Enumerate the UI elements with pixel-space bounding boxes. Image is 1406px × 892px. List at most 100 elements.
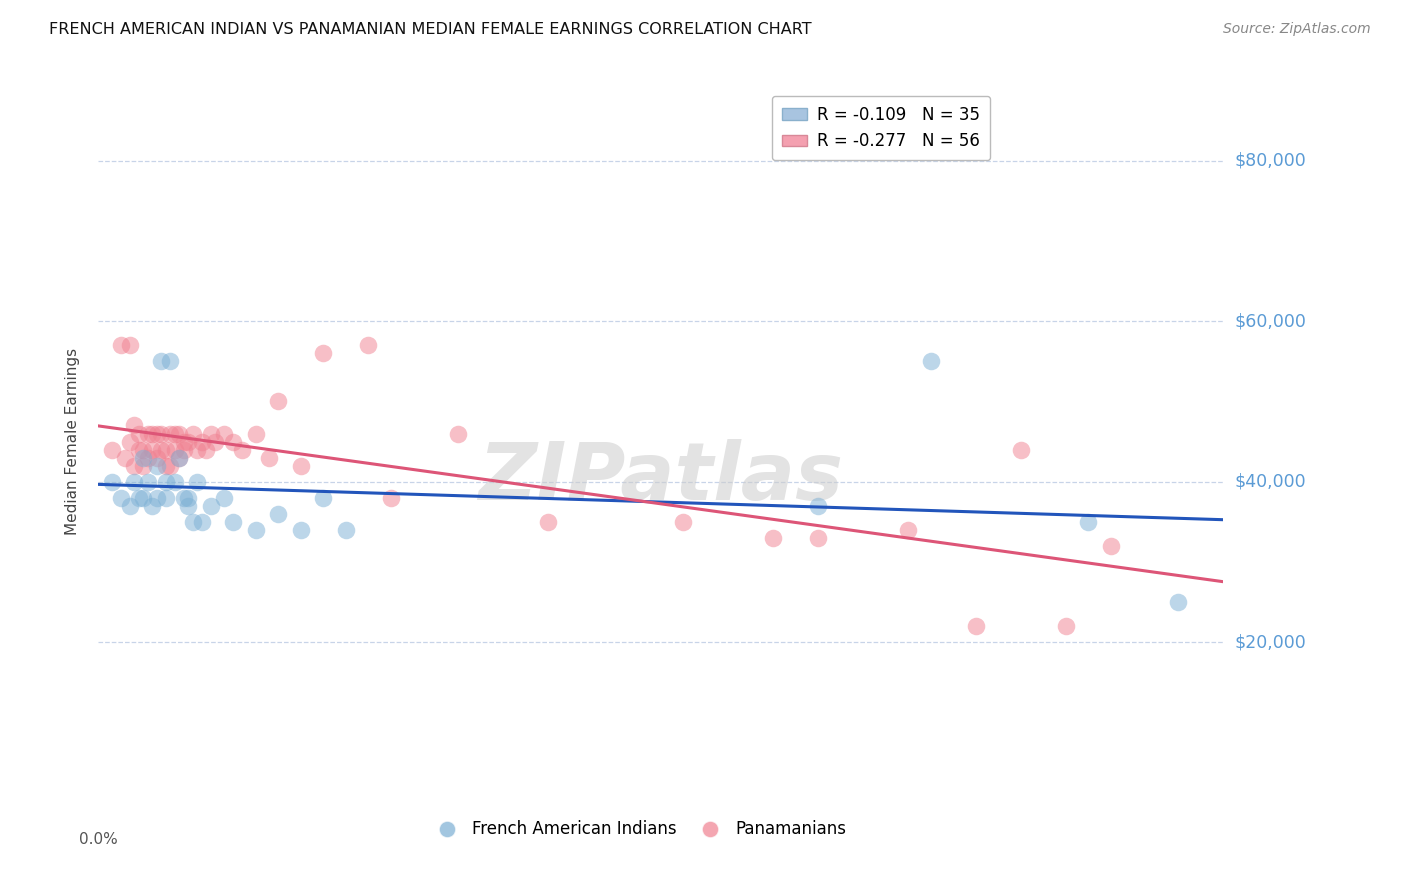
Point: [101, 475, 124, 489]
Point: [897, 523, 920, 537]
Point: [141, 426, 163, 441]
Point: [222, 434, 245, 449]
Point: [169, 426, 191, 441]
Point: [1167, 595, 1189, 609]
Point: [200, 499, 222, 513]
Point: [114, 450, 136, 465]
Point: [191, 515, 214, 529]
Point: [177, 491, 200, 505]
Point: [204, 434, 226, 449]
Point: [128, 491, 150, 505]
Point: [155, 458, 177, 473]
Point: [141, 499, 163, 513]
Point: [380, 491, 402, 505]
Point: [245, 523, 267, 537]
Point: [146, 426, 169, 441]
Point: [267, 507, 290, 521]
Point: [447, 426, 470, 441]
Point: [290, 458, 312, 473]
Point: [177, 434, 200, 449]
Point: [177, 499, 200, 513]
Text: 0.0%: 0.0%: [79, 831, 118, 847]
Point: [357, 338, 380, 352]
Point: [118, 434, 141, 449]
Point: [150, 442, 173, 457]
Point: [101, 442, 124, 457]
Point: [146, 450, 169, 465]
Point: [312, 346, 335, 360]
Text: $60,000: $60,000: [1234, 312, 1306, 330]
Point: [672, 515, 695, 529]
Point: [312, 491, 335, 505]
Point: [110, 338, 132, 352]
Point: [124, 458, 146, 473]
Point: [537, 515, 560, 529]
Point: [181, 426, 204, 441]
Point: [132, 442, 155, 457]
Point: [173, 434, 195, 449]
Point: [1010, 442, 1032, 457]
Point: [159, 354, 181, 368]
Point: [200, 426, 222, 441]
Point: [169, 450, 191, 465]
Point: [159, 458, 181, 473]
Point: [807, 499, 830, 513]
Point: [118, 499, 141, 513]
Point: [136, 475, 159, 489]
Point: [110, 491, 132, 505]
Point: [195, 442, 218, 457]
Point: [150, 426, 173, 441]
Point: [335, 523, 357, 537]
Point: [186, 475, 208, 489]
Point: [186, 442, 208, 457]
Point: [155, 491, 177, 505]
Point: [173, 442, 195, 457]
Point: [155, 475, 177, 489]
Point: [124, 475, 146, 489]
Point: [159, 426, 181, 441]
Point: [132, 458, 155, 473]
Text: $20,000: $20,000: [1234, 633, 1306, 651]
Legend: French American Indians, Panamanians: French American Indians, Panamanians: [423, 814, 853, 845]
Point: [762, 531, 785, 545]
Point: [150, 354, 173, 368]
Point: [132, 491, 155, 505]
Point: [1099, 539, 1122, 553]
Point: [136, 426, 159, 441]
Point: [169, 450, 191, 465]
Point: [163, 442, 186, 457]
Point: [173, 491, 195, 505]
Text: $80,000: $80,000: [1234, 152, 1306, 169]
Point: [231, 442, 253, 457]
Point: [259, 450, 281, 465]
Point: [290, 523, 312, 537]
Point: [118, 338, 141, 352]
Point: [146, 491, 169, 505]
Point: [920, 354, 942, 368]
Point: [965, 619, 987, 633]
Text: ZIPatlas: ZIPatlas: [478, 439, 844, 516]
Text: Source: ZipAtlas.com: Source: ZipAtlas.com: [1223, 22, 1371, 37]
Point: [222, 515, 245, 529]
Point: [1077, 515, 1099, 529]
Point: [146, 458, 169, 473]
Point: [807, 531, 830, 545]
Point: [191, 434, 214, 449]
Point: [155, 442, 177, 457]
Point: [214, 491, 236, 505]
Text: FRENCH AMERICAN INDIAN VS PANAMANIAN MEDIAN FEMALE EARNINGS CORRELATION CHART: FRENCH AMERICAN INDIAN VS PANAMANIAN MED…: [49, 22, 811, 37]
Point: [163, 475, 186, 489]
Y-axis label: Median Female Earnings: Median Female Earnings: [65, 348, 80, 535]
Point: [245, 426, 267, 441]
Point: [214, 426, 236, 441]
Point: [267, 394, 290, 409]
Point: [136, 450, 159, 465]
Point: [163, 426, 186, 441]
Point: [128, 426, 150, 441]
Point: [141, 442, 163, 457]
Text: $40,000: $40,000: [1234, 473, 1306, 491]
Point: [181, 515, 204, 529]
Point: [128, 442, 150, 457]
Point: [1054, 619, 1077, 633]
Point: [124, 418, 146, 433]
